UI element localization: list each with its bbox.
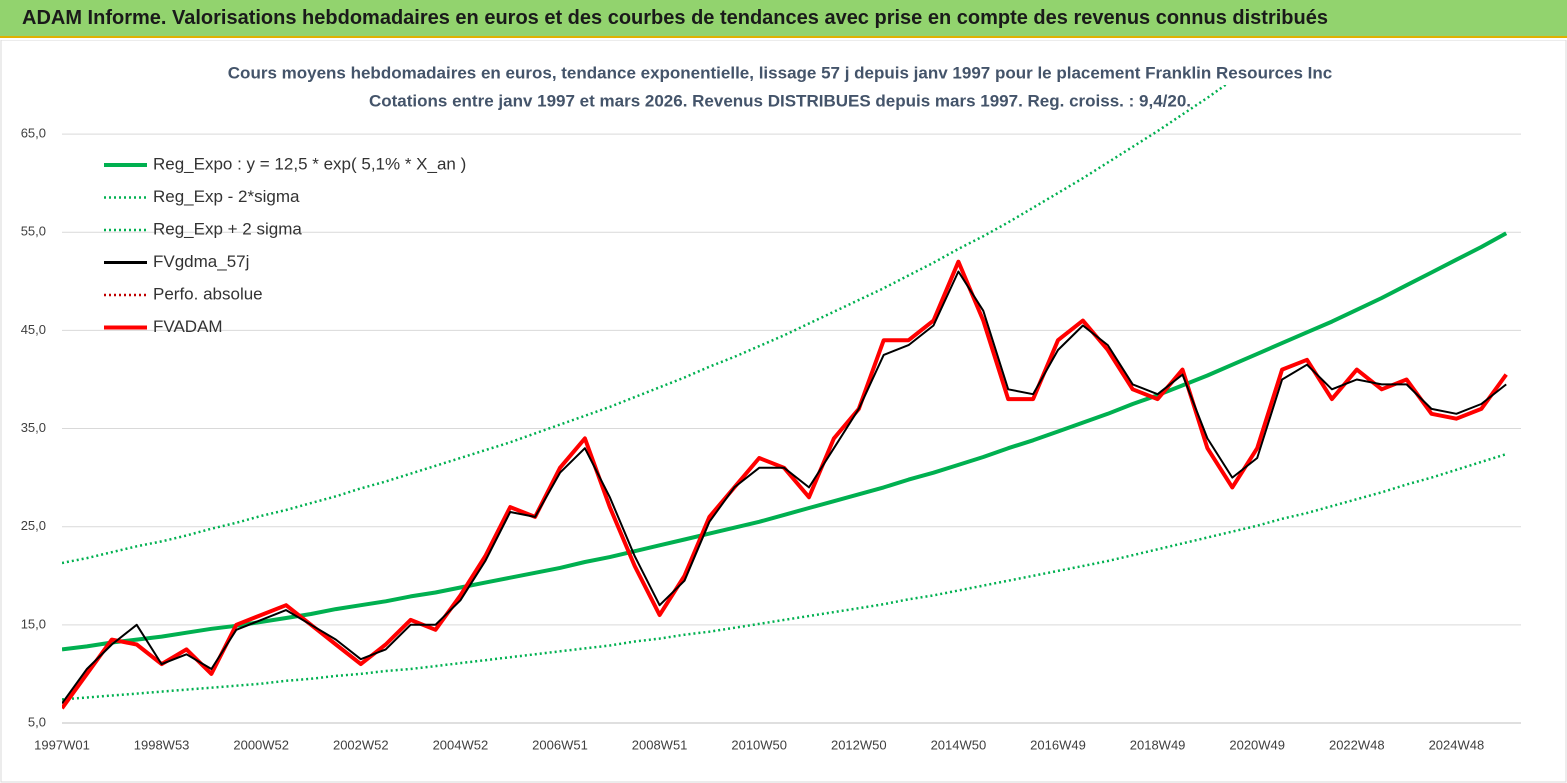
y-tick-label: 65,0 — [21, 126, 46, 141]
plot-lines — [62, 85, 1508, 710]
header-title: ADAM Informe. Valorisations hebdomadaire… — [22, 7, 1328, 29]
x-tick-label: 1997W01 — [34, 737, 90, 752]
legend-label: Reg_Expo : y = 12,5 * exp( 5,1% * X_an ) — [153, 154, 466, 173]
series-line — [62, 259, 1508, 710]
x-tick-label: 2024W48 — [1429, 737, 1485, 752]
x-tick-label: 2022W48 — [1329, 737, 1385, 752]
series-line — [62, 452, 1507, 701]
chart: Cours moyens hebdomadaires en euros, ten… — [0, 40, 1567, 783]
x-tick-label: 2016W49 — [1030, 737, 1086, 752]
y-tick-label: 45,0 — [21, 322, 46, 337]
y-tick-label: 15,0 — [21, 616, 46, 631]
x-tick-label: 2008W51 — [632, 737, 688, 752]
x-tick-label: 2010W50 — [731, 737, 787, 752]
x-tick-label: 2018W49 — [1130, 737, 1186, 752]
legend-label: Reg_Exp - 2*sigma — [153, 187, 300, 206]
legend-label: FVADAM — [153, 317, 223, 336]
legend-label: Perfo. absolue — [153, 284, 263, 303]
x-tick-label: 2020W49 — [1229, 737, 1285, 752]
legend-label: FVgdma_57j — [153, 252, 249, 271]
x-tick-label: 2014W50 — [931, 737, 987, 752]
series-line — [62, 231, 1508, 652]
series-line — [62, 270, 1507, 704]
x-tick-label: 2000W52 — [233, 737, 289, 752]
y-tick-label: 5,0 — [28, 714, 46, 729]
grid: 5,0 15,0 25,0 35,0 45,0 55,0 65,0 1997W01 1998W5… — [21, 126, 1521, 752]
chart-subtitle: Cotations entre janv 1997 et mars 2026. … — [369, 91, 1191, 110]
chart-title: Cours moyens hebdomadaires en euros, ten… — [228, 63, 1332, 82]
x-tick-label: 2012W50 — [831, 737, 887, 752]
x-tick-label: 1998W53 — [134, 737, 190, 752]
y-tick-label: 55,0 — [21, 224, 46, 239]
legend: Reg_Expo : y = 12,5 * exp( 5,1% * X_an )… — [104, 154, 466, 336]
x-tick-label: 2006W51 — [532, 737, 588, 752]
y-tick-label: 35,0 — [21, 420, 46, 435]
x-tick-label: 2004W52 — [433, 737, 489, 752]
legend-label: Reg_Exp + 2 sigma — [153, 219, 302, 238]
series-line — [62, 85, 1228, 565]
header-band: ADAM Informe. Valorisations hebdomadaire… — [0, 0, 1567, 38]
x-tick-label: 2002W52 — [333, 737, 389, 752]
y-tick-label: 25,0 — [21, 518, 46, 533]
chart-border — [0, 40, 1567, 783]
